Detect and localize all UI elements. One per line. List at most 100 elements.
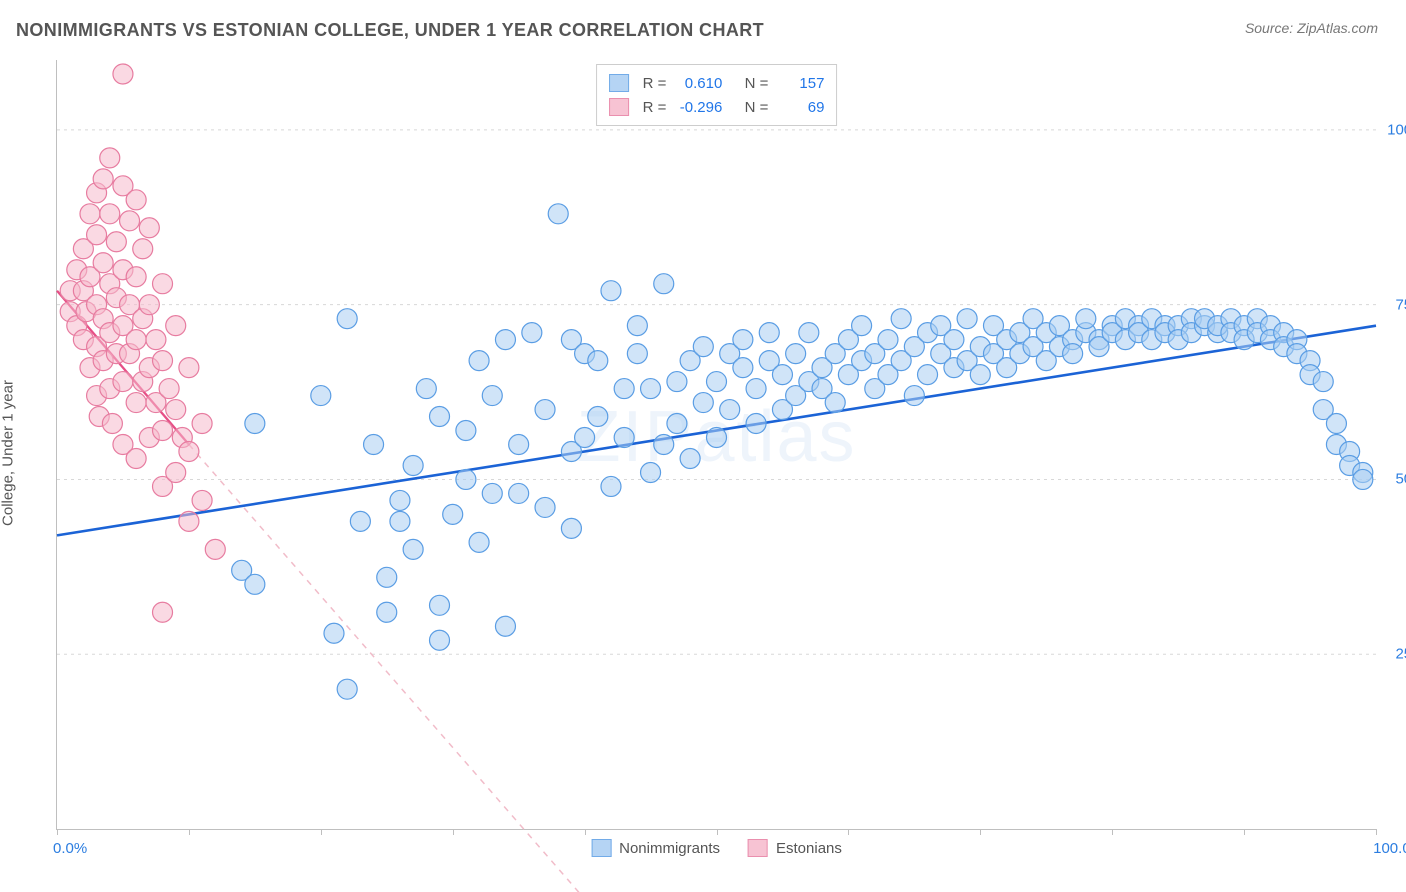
scatter-point [390, 490, 410, 510]
scatter-point [495, 616, 515, 636]
scatter-point [146, 330, 166, 350]
scatter-point [416, 379, 436, 399]
y-axis-tick-label: 50.0% [1395, 471, 1406, 488]
scatter-point [153, 421, 173, 441]
scatter-point [641, 379, 661, 399]
scatter-point [588, 351, 608, 371]
scatter-point [153, 602, 173, 622]
scatter-point [113, 372, 133, 392]
scatter-point [159, 379, 179, 399]
scatter-point [495, 330, 515, 350]
scatter-point [733, 330, 753, 350]
legend-item-nonimmigrants: Nonimmigrants [591, 839, 720, 857]
scatter-point [944, 330, 964, 350]
x-axis-tick [585, 829, 586, 835]
scatter-point [825, 393, 845, 413]
scatter-point [245, 414, 265, 434]
scatter-point [120, 211, 140, 231]
x-axis-tick [189, 829, 190, 835]
scatter-point [522, 323, 542, 343]
scatter-point [707, 372, 727, 392]
scatter-point [561, 518, 581, 538]
scatter-point [509, 483, 529, 503]
x-axis-tick [321, 829, 322, 835]
scatter-point [772, 365, 792, 385]
scatter-point [430, 595, 450, 615]
plot-area: ZIPatlas R = 0.610 N = 157 R = -0.296 N … [56, 60, 1376, 830]
scatter-point [179, 358, 199, 378]
scatter-point [390, 511, 410, 531]
scatter-point [377, 567, 397, 587]
scatter-point [126, 267, 146, 287]
scatter-point [852, 316, 872, 336]
y-axis-tick-label: 100.0% [1387, 121, 1406, 138]
scatter-point [113, 64, 133, 84]
scatter-point [641, 462, 661, 482]
scatter-point [87, 225, 107, 245]
scatter-point [139, 295, 159, 315]
scatter-point [100, 204, 120, 224]
swatch-nonimmigrants [609, 74, 629, 92]
legend-series: Nonimmigrants Estonians [591, 839, 842, 857]
scatter-point [588, 407, 608, 427]
scatter-point [733, 358, 753, 378]
x-axis-min-label: 0.0% [53, 840, 87, 857]
scatter-point [337, 309, 357, 329]
scatter-point [469, 351, 489, 371]
scatter-point [693, 337, 713, 357]
scatter-point [133, 239, 153, 259]
x-axis-max-label: 100.0% [1373, 840, 1406, 857]
scatter-point [456, 421, 476, 441]
scatter-point [707, 428, 727, 448]
scatter-point [667, 372, 687, 392]
scatter-point [126, 393, 146, 413]
scatter-point [918, 365, 938, 385]
chart-header: NONIMMIGRANTS VS ESTONIAN COLLEGE, UNDER… [0, 0, 1406, 45]
x-axis-tick [453, 829, 454, 835]
scatter-point [614, 379, 634, 399]
scatter-point [904, 386, 924, 406]
scatter-point [746, 414, 766, 434]
scatter-point [311, 386, 331, 406]
scatter-point [1326, 414, 1346, 434]
scatter-point [746, 379, 766, 399]
scatter-point [667, 414, 687, 434]
scatter-point [601, 281, 621, 301]
scatter-point [535, 400, 555, 420]
legend-swatch-estonians [748, 839, 768, 857]
scatter-point [126, 330, 146, 350]
scatter-point [93, 253, 113, 273]
legend-correlation-box: R = 0.610 N = 157 R = -0.296 N = 69 [596, 64, 838, 126]
scatter-point [80, 204, 100, 224]
scatter-point [377, 602, 397, 622]
legend-row-nonimmigrants: R = 0.610 N = 157 [609, 71, 825, 95]
scatter-point [535, 497, 555, 517]
scatter-point [337, 679, 357, 699]
scatter-point [1076, 309, 1096, 329]
scatter-point [324, 623, 344, 643]
scatter-point [482, 483, 502, 503]
scatter-point [1313, 372, 1333, 392]
y-axis-tick-label: 25.0% [1395, 646, 1406, 663]
scatter-point [720, 400, 740, 420]
scatter-point [179, 441, 199, 461]
scatter-point [153, 274, 173, 294]
scatter-point [126, 448, 146, 468]
scatter-point [139, 218, 159, 238]
scatter-point [430, 630, 450, 650]
x-axis-tick [980, 829, 981, 835]
y-axis-tick-label: 75.0% [1395, 296, 1406, 313]
scatter-point [627, 316, 647, 336]
scatter-point [469, 532, 489, 552]
scatter-point [970, 365, 990, 385]
scatter-point [364, 435, 384, 455]
y-axis-label: College, Under 1 year [0, 380, 17, 526]
x-axis-tick [57, 829, 58, 835]
scatter-point [179, 511, 199, 531]
scatter-point [654, 274, 674, 294]
scatter-point [166, 462, 186, 482]
scatter-point [403, 455, 423, 475]
scatter-point [654, 435, 674, 455]
scatter-point [93, 169, 113, 189]
x-axis-tick [1112, 829, 1113, 835]
